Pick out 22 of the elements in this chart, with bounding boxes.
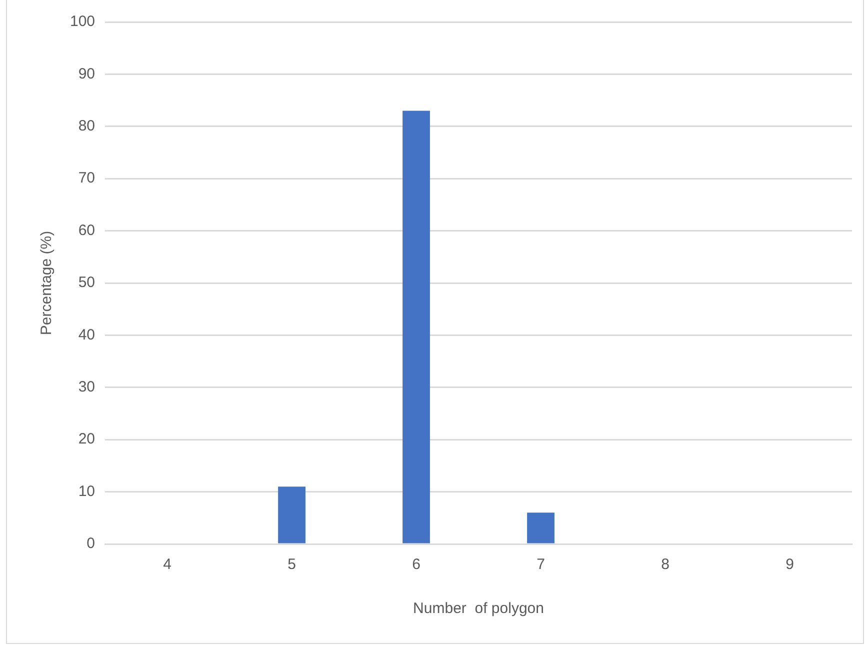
y-tick-label: 90 [78, 65, 96, 82]
y-tick-label: 70 [78, 170, 96, 187]
bar [278, 486, 306, 544]
y-tick-label: 0 [86, 535, 96, 552]
x-tick-label: 9 [786, 556, 794, 574]
x-tick-label: 6 [412, 556, 420, 574]
y-tick-label: 40 [78, 326, 96, 344]
bar [402, 110, 430, 544]
y-tick-label: 10 [78, 482, 96, 500]
bar [527, 512, 554, 544]
y-axis-title: Percentage (%) [38, 230, 56, 336]
x-axis-title: Number of polygon [413, 600, 544, 618]
y-tick-label: 80 [78, 118, 96, 135]
y-tick-label: 100 [70, 13, 96, 30]
x-tick-label: 4 [163, 556, 172, 574]
x-tick-label: 8 [661, 556, 670, 574]
x-tick-label: 5 [288, 556, 296, 574]
y-tick-label: 30 [78, 378, 96, 396]
y-tick-label: 20 [78, 430, 96, 448]
y-tick-label: 50 [78, 274, 96, 292]
x-tick-label: 7 [536, 556, 545, 574]
y-tick-label: 60 [78, 222, 96, 239]
